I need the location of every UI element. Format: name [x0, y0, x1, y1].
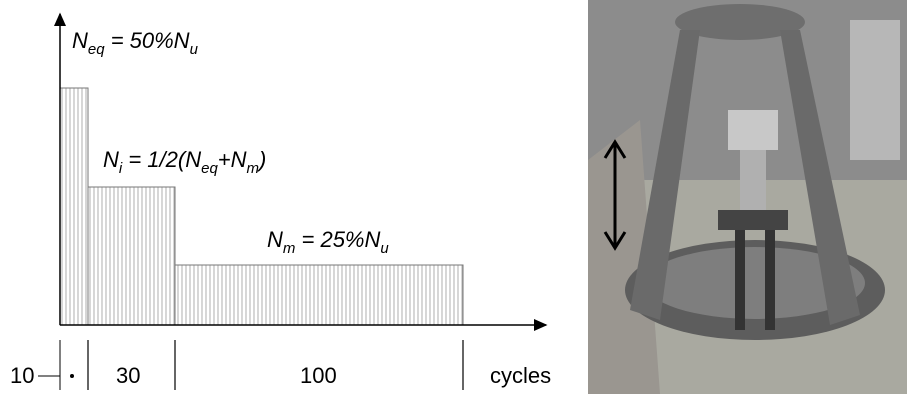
- label-text: N: [103, 147, 119, 172]
- subscript: m: [283, 240, 296, 257]
- duration: 100: [300, 363, 337, 388]
- block: [87, 186, 176, 326]
- block: [59, 87, 89, 326]
- subscript: m: [247, 160, 260, 177]
- duration: 10: [10, 363, 34, 388]
- label-text: ): [256, 147, 266, 172]
- marker: [70, 374, 74, 378]
- label-text: = 50%N: [105, 28, 190, 53]
- block-label: Neq = 50%Nu: [72, 28, 199, 58]
- label-text: = 25%N: [295, 227, 380, 252]
- subscript: eq: [201, 160, 218, 177]
- duration: 30: [116, 363, 140, 388]
- subscript: eq: [88, 41, 105, 58]
- label-text: N: [72, 28, 88, 53]
- label-text: N: [267, 227, 283, 252]
- subscript: u: [380, 240, 389, 257]
- label-text: = 1/2(N: [122, 147, 201, 172]
- block-label: Nm = 25%Nu: [267, 227, 389, 257]
- block-label: Ni = 1/2(Neq+Nm): [103, 147, 266, 177]
- subscript: i: [119, 160, 123, 177]
- photo: [588, 0, 907, 394]
- label-text: +N: [218, 147, 247, 172]
- x-axis-label: cycles: [490, 363, 551, 388]
- block: [174, 264, 464, 326]
- subscript: u: [190, 41, 199, 58]
